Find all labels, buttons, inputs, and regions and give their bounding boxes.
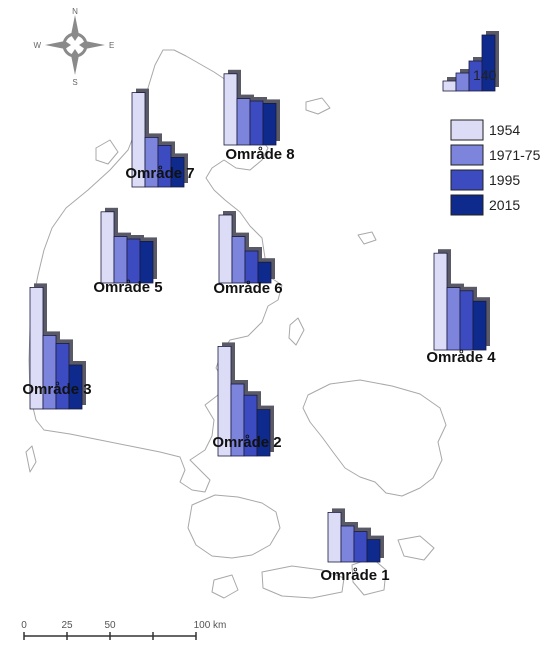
omrade-8-chart: Område 8 — [223, 69, 295, 163]
omrade-4-bar-1971-75 — [446, 287, 461, 351]
omrade-5-label: Område 5 — [93, 279, 162, 296]
legend-reference-bar-1954 — [442, 80, 457, 92]
omrade-4-label: Område 4 — [426, 349, 496, 366]
omrade-3-label: Område 3 — [22, 381, 91, 398]
mors-coast — [95, 139, 119, 165]
omrade-1-chart: Område 1 — [320, 508, 390, 584]
omrade-8-bar-1971-75 — [236, 98, 251, 146]
omrade-6-bar-1995 — [244, 250, 259, 284]
compass-arrow-south — [71, 49, 79, 75]
omrade-6-chart: Område 6 — [213, 211, 283, 297]
omrade-3-chart: Område 3 — [22, 283, 92, 410]
omrade-5-chart: Område 5 — [93, 207, 163, 296]
compass-label-n: N — [72, 7, 78, 16]
omrade-8-bar-2015 — [262, 103, 277, 146]
omrade-4-chart: Område 4 — [426, 249, 496, 366]
omrade-1-bar-1954 — [327, 512, 342, 563]
legend-swatch-1971-75 — [450, 144, 484, 166]
omrade-4-bar-2015 — [472, 300, 487, 351]
omrade-8-bar-1954 — [223, 73, 238, 146]
funen-coast — [187, 494, 281, 559]
scale-bar: 0 25 50 100 km — [21, 620, 226, 640]
scale-label-25: 25 — [61, 620, 73, 631]
legend: 1954 1971-75 1995 2015 — [450, 119, 541, 216]
fanoe-coast — [25, 445, 37, 473]
legend-reference-chart — [442, 31, 499, 92]
scale-label-0: 0 — [21, 620, 27, 631]
legend-label-1995: 1995 — [489, 172, 520, 188]
compass-arrow-north — [71, 15, 79, 41]
omrade-3-bar-1995 — [55, 342, 70, 410]
omrade-5-bar-1971-75 — [113, 236, 128, 284]
omrade-6-bar-2015 — [257, 261, 272, 284]
omrade-2-label: Område 2 — [212, 434, 281, 451]
omrade-4-bar-1995 — [459, 290, 474, 351]
legend-label-2015: 2015 — [489, 197, 520, 213]
legend-reference-bar-2015 — [481, 34, 496, 92]
legend-swatch-1995 — [450, 169, 484, 191]
compass-label-e: E — [109, 41, 114, 50]
compass-label-w: W — [33, 41, 41, 50]
compass-arrow-west — [45, 41, 71, 49]
area-charts-layer: Område 1 Område 2 Område 3 Område 4 Område 5… — [22, 69, 496, 584]
legend-reference-bar-1971-75 — [455, 72, 470, 92]
omrade-8-label: Område 8 — [225, 146, 294, 163]
omrade-7-chart: Område 7 — [125, 88, 195, 188]
omrade-5-bar-1995 — [126, 238, 141, 284]
scale-label-100: 100 km — [194, 620, 227, 631]
omrade-5-bar-1954 — [100, 211, 115, 284]
legend-label-1954: 1954 — [489, 122, 520, 138]
omrade-3-bar-2015 — [68, 364, 83, 410]
legend-swatch-1954 — [450, 119, 484, 141]
legend-swatch-2015 — [450, 194, 484, 216]
laeso-coast — [305, 97, 331, 115]
omrade-4-bar-1954 — [433, 252, 448, 351]
omrade-1-label: Område 1 — [320, 567, 389, 584]
compass-arrow-east — [79, 41, 105, 49]
omrade-2-chart: Område 2 — [212, 342, 282, 457]
als-coast — [211, 574, 239, 599]
omrade-2-bar-2015 — [256, 409, 271, 457]
omrade-7-bar-2015 — [170, 156, 185, 188]
legend-label-1971-75: 1971-75 — [489, 147, 541, 163]
legend-reference-value: 140 — [473, 67, 497, 83]
scale-label-50: 50 — [104, 620, 116, 631]
omrade-7-label: Område 7 — [125, 165, 194, 182]
mon-coast — [397, 535, 435, 561]
compass-label-s: S — [72, 78, 77, 87]
omrade-8-bar-1995 — [249, 100, 264, 146]
lolland-coast — [261, 565, 345, 599]
omrade-6-bar-1971-75 — [231, 236, 246, 284]
omrade-1-bar-1995 — [353, 531, 368, 563]
samso-coast — [288, 317, 305, 346]
omrade-6-label: Område 6 — [213, 280, 282, 297]
compass-rose: N S E W — [33, 7, 114, 87]
anholt-coast — [357, 231, 377, 245]
omrade-1-bar-1971-75 — [340, 525, 355, 563]
omrade-6-bar-1954 — [218, 214, 233, 284]
omrade-1-bar-2015 — [366, 539, 381, 563]
omrade-5-bar-2015 — [139, 240, 154, 284]
zealand-coast — [302, 379, 447, 497]
